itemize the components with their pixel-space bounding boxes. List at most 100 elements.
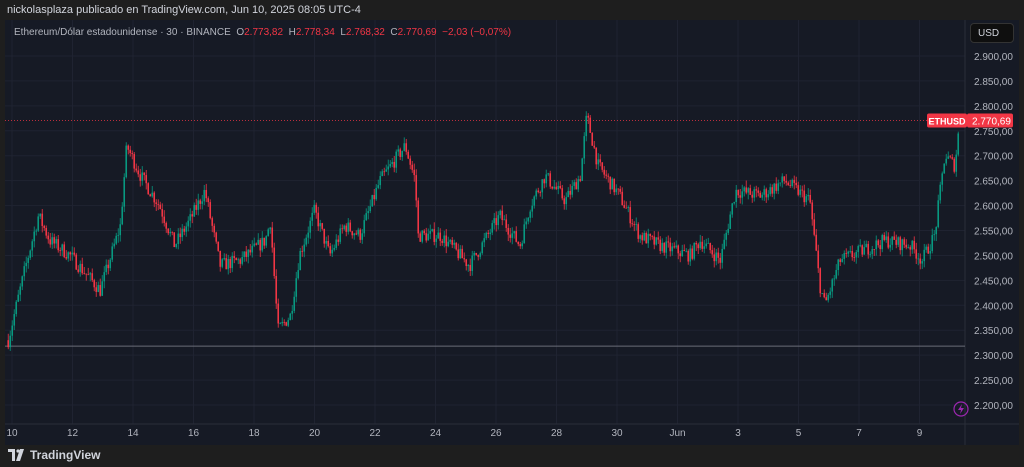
- candle-body: [947, 156, 950, 159]
- candle-body: [121, 206, 124, 225]
- candle-body: [739, 195, 742, 198]
- candle-body: [353, 233, 356, 236]
- candle-body: [921, 261, 924, 264]
- candle-body: [499, 210, 502, 216]
- candle-body: [23, 266, 26, 277]
- candle-body: [131, 153, 134, 155]
- candle-body: [35, 230, 38, 232]
- candle-body: [611, 178, 614, 190]
- candle-body: [709, 242, 712, 251]
- candle-body: [609, 176, 612, 190]
- candle-body: [869, 254, 872, 255]
- candle-body: [899, 237, 902, 251]
- candle-body: [831, 279, 834, 292]
- candle-body: [757, 190, 760, 193]
- candle-body: [239, 259, 242, 264]
- candle-body: [41, 213, 44, 226]
- candle-body: [775, 183, 778, 191]
- candle-body: [657, 237, 660, 240]
- currency-button[interactable]: USD: [970, 23, 1014, 43]
- candle-body: [425, 233, 428, 241]
- candle-body: [929, 251, 932, 254]
- candle-body: [217, 241, 220, 251]
- time-tick-label: 28: [551, 428, 563, 439]
- candle-body: [483, 238, 486, 243]
- candle-body: [633, 224, 636, 225]
- candle-body: [559, 185, 562, 189]
- candle-body: [507, 227, 510, 235]
- candle-body: [429, 230, 432, 234]
- candle-body: [595, 147, 598, 165]
- candle-body: [7, 340, 10, 348]
- candle-body: [735, 189, 738, 203]
- candle-body: [103, 272, 106, 282]
- candle-body: [603, 169, 606, 175]
- candle-body: [727, 228, 730, 233]
- candle-body: [297, 270, 300, 279]
- price-tick-label: 2.350,00: [974, 326, 1013, 337]
- candle-body: [933, 234, 936, 236]
- candle-body: [189, 214, 192, 221]
- candle-body: [181, 228, 184, 238]
- candle-body: [193, 205, 196, 217]
- candle-body: [713, 254, 716, 262]
- candle-body: [213, 225, 216, 233]
- candle-body: [219, 250, 222, 267]
- candle-body: [315, 204, 318, 213]
- candle-body: [721, 248, 724, 263]
- candle-body: [513, 231, 516, 234]
- candle-body: [377, 185, 380, 188]
- candle-body: [627, 207, 630, 208]
- candle-body: [433, 229, 436, 242]
- candle-body: [825, 297, 828, 301]
- candle-body: [607, 175, 610, 177]
- candle-body: [443, 235, 446, 243]
- candle-body: [865, 243, 868, 248]
- candle-body: [857, 246, 860, 253]
- candle-body: [737, 189, 740, 196]
- candle-body: [541, 179, 544, 193]
- candle-body: [85, 273, 88, 275]
- candle-body: [675, 245, 678, 248]
- candle-body: [509, 234, 512, 238]
- candle-body: [381, 171, 384, 177]
- candle-body: [485, 232, 488, 239]
- candle-body: [375, 187, 378, 200]
- candle-body: [617, 188, 620, 190]
- candle-body: [859, 245, 862, 247]
- candle-body: [875, 240, 878, 250]
- candle-body: [91, 273, 94, 281]
- candle-body: [463, 258, 466, 260]
- candle-body: [951, 157, 954, 159]
- candle-body: [309, 220, 312, 233]
- candle-body: [107, 264, 110, 269]
- candle-body: [111, 246, 114, 260]
- candle-body: [9, 335, 12, 348]
- candle-body: [527, 217, 530, 222]
- candle-body: [67, 252, 70, 259]
- candle-body: [771, 187, 774, 194]
- candle-body: [723, 239, 726, 249]
- candle-body: [733, 202, 736, 204]
- candle-body: [791, 179, 794, 186]
- candle-body: [749, 188, 752, 195]
- candle-body: [403, 143, 406, 151]
- candle-body: [47, 235, 50, 240]
- candle-body: [65, 257, 68, 259]
- candle-body: [683, 250, 686, 252]
- time-tick-label: 20: [309, 428, 321, 439]
- candle-body: [39, 213, 42, 217]
- candle-body: [815, 234, 818, 251]
- candle-body: [497, 215, 500, 226]
- candle-body: [87, 274, 90, 276]
- candle-body: [465, 259, 468, 267]
- candle-body: [701, 241, 704, 249]
- candle-body: [395, 151, 398, 168]
- candle-body: [417, 200, 420, 234]
- candle-body: [321, 223, 324, 229]
- time-tick-label: 22: [369, 428, 381, 439]
- candle-body: [493, 218, 496, 224]
- candle-body: [841, 258, 844, 262]
- price-tick-label: 2.550,00: [974, 227, 1013, 238]
